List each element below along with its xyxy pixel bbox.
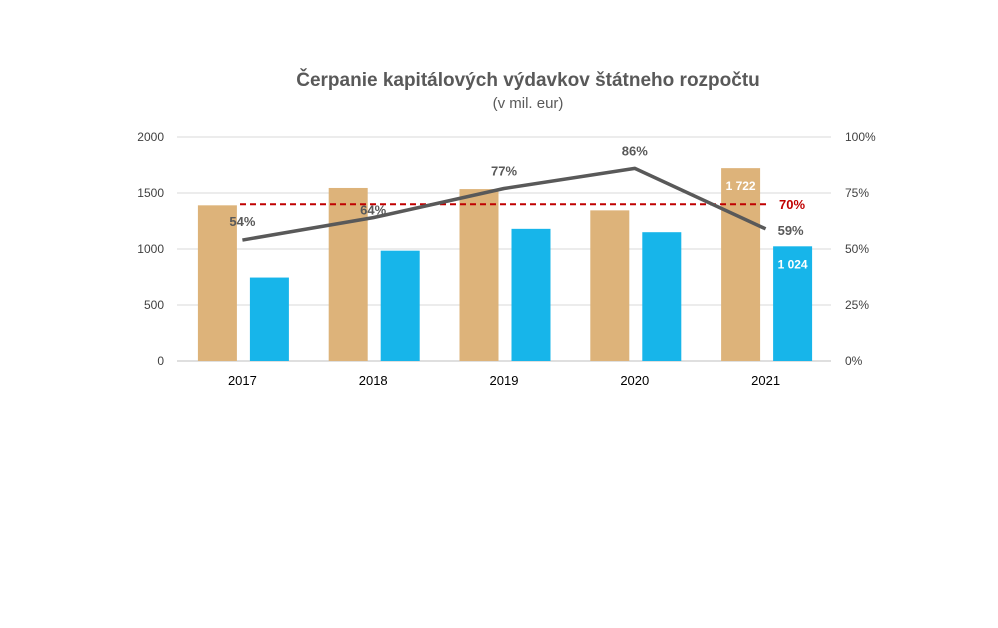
- line-data-label: 86%: [622, 143, 648, 158]
- x-tick-label: 2019: [490, 373, 519, 388]
- bars: [197, 168, 813, 361]
- line-data-label: 77%: [491, 164, 517, 179]
- line-series: [242, 166, 767, 242]
- y-tick-label: 1500: [137, 186, 164, 200]
- y2-tick-label: 50%: [845, 242, 869, 256]
- bar-data-label: 1 024: [778, 257, 808, 271]
- bar-data-label: 1 722: [726, 179, 756, 193]
- y-tick-label: 0: [157, 354, 164, 368]
- x-tick-label: 2017: [228, 373, 257, 388]
- bar: [642, 232, 682, 361]
- bar: [459, 189, 499, 361]
- chart-title: Čerpanie kapitálových výdavkov štátneho …: [296, 69, 760, 91]
- axes: 0 500 1000 1500 2000 0% 25% 50% 75% 100% 2017 2018 2…: [137, 130, 876, 388]
- data-labels: 1 722 1 024 54% 64% 77% 86% 59%: [229, 143, 808, 271]
- bar: [511, 228, 551, 361]
- bar: [249, 277, 289, 361]
- x-tick-label: 2018: [359, 373, 388, 388]
- y-tick-label: 1000: [137, 242, 164, 256]
- chart-subtitle: (v mil. eur): [493, 95, 564, 112]
- line-data-label: 54%: [229, 214, 255, 229]
- y2-tick-label: 100%: [845, 130, 876, 144]
- x-tick-label: 2021: [751, 373, 780, 388]
- bar: [721, 168, 761, 361]
- bar: [590, 210, 630, 361]
- target-line-group: 70%: [240, 197, 805, 212]
- y2-tick-label: 75%: [845, 186, 869, 200]
- y-tick-label: 500: [144, 298, 164, 312]
- y2-tick-label: 25%: [845, 298, 869, 312]
- target-label: 70%: [779, 197, 805, 212]
- bar: [328, 187, 368, 361]
- bar: [197, 205, 237, 361]
- bar: [380, 250, 420, 361]
- x-tick-label: 2020: [620, 373, 649, 388]
- y-tick-label: 2000: [137, 130, 164, 144]
- line-data-label: 59%: [778, 223, 804, 238]
- line-data-label: 64%: [360, 203, 386, 218]
- y2-tick-label: 0%: [845, 354, 863, 368]
- bar: [773, 246, 813, 361]
